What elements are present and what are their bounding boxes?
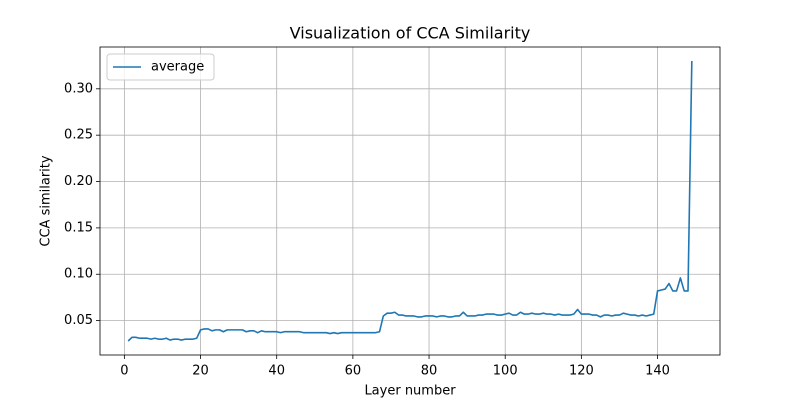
x-tick-label: 140 (645, 364, 670, 379)
y-tick-label: 0.05 (64, 313, 93, 328)
x-tick-label: 40 (268, 364, 285, 379)
legend-label: average (151, 60, 204, 75)
y-axis-label: CCA similarity (39, 155, 54, 246)
plot-frame (99, 46, 721, 356)
data-line (127, 60, 693, 342)
legend-box (106, 53, 215, 81)
x-axis-label: Layer number (364, 384, 456, 399)
y-tick-label: 0.10 (64, 267, 93, 282)
x-tick-label: 120 (569, 364, 594, 379)
y-tick-label: 0.20 (64, 174, 93, 189)
x-tick-label: 100 (493, 364, 518, 379)
x-tick-label: 20 (192, 364, 209, 379)
x-tick-label: 80 (421, 364, 438, 379)
y-tick-label: 0.30 (64, 81, 93, 96)
x-tick-label: 60 (345, 364, 362, 379)
chart-title: Visualization of CCA Similarity (290, 24, 531, 43)
y-tick-label: 0.25 (64, 128, 93, 143)
y-tick-label: 0.15 (64, 220, 93, 235)
x-tick-label: 0 (120, 364, 128, 379)
